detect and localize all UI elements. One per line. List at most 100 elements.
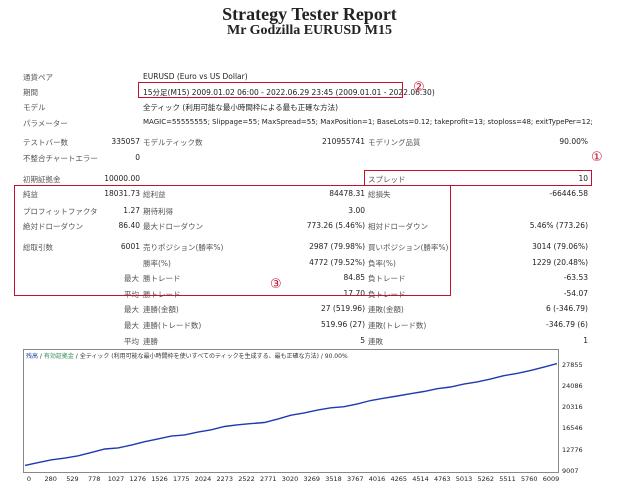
params-label: パラメーター — [23, 119, 68, 128]
win-rate-label: 勝率(%) — [143, 259, 171, 268]
max-dd-value: 773.26 (5.46%) — [306, 221, 365, 230]
avg-win-label: 勝トレード — [143, 290, 181, 299]
long-pos-label: 買いポジション(勝率%) — [368, 243, 449, 252]
model-label: モデル — [23, 103, 46, 112]
expected-payoff-value: 3.00 — [348, 206, 365, 215]
balance-chart-frame — [23, 349, 559, 473]
max-consec-profit-label: 連勝(トレード数) — [143, 321, 202, 330]
bars-label: テストバー数 — [23, 138, 68, 147]
gross-profit-value: 84478.31 — [329, 189, 365, 198]
chart-header: 残高 / 有効証拠金 / 全ティック (利用可能な最小時間枠を使いすべてのティッ… — [26, 351, 348, 360]
x-tick-label: 4763 — [433, 475, 451, 483]
marker-1: ① — [591, 150, 603, 165]
x-tick-label: 1775 — [172, 475, 190, 483]
gross-profit-label: 総利益 — [143, 190, 166, 199]
avg-win-value: 17.70 — [343, 289, 365, 298]
max-consec-loss-value: -346.79 (6) — [546, 320, 588, 329]
symbol-value: EURUSD (Euro vs US Dollar) — [143, 72, 248, 81]
total-trades-label: 総取引数 — [23, 243, 53, 252]
net-profit-label: 純益 — [23, 190, 38, 199]
mismatch-value: 0 — [135, 153, 140, 162]
period-label: 期間 — [23, 88, 38, 97]
avg-consec-losses-label: 連敗 — [368, 337, 383, 346]
spread-label: スプレッド — [368, 175, 406, 184]
marker-3: ③ — [270, 277, 282, 292]
short-pos-value: 2987 (79.98%) — [309, 242, 365, 251]
loss-rate-value: 1229 (20.48%) — [532, 258, 588, 267]
period-value: 15分足(M15) 2009.01.02 06:00 - 2022.06.29 … — [143, 88, 435, 97]
short-pos-label: 売りポジション(勝率%) — [143, 243, 224, 252]
chart-header-equity: 有効証拠金 — [43, 353, 74, 360]
net-profit-value: 18031.73 — [104, 189, 140, 198]
deposit-label: 初期証拠金 — [23, 175, 61, 184]
x-tick-label: 280 — [44, 475, 57, 483]
balance-chart — [24, 362, 558, 467]
gross-loss-value: -66446.58 — [549, 189, 589, 198]
report-subtitle: Mr Godzilla EURUSD M15 — [226, 23, 392, 38]
x-tick-label: 529 — [66, 475, 79, 483]
spread-highlight-box — [364, 170, 592, 186]
symbol-label: 通貨ペア — [23, 73, 53, 82]
x-tick-label: 0 — [26, 475, 32, 483]
profit-factor-label: プロフィットファクタ — [23, 207, 98, 216]
abs-dd-value: 86.40 — [118, 221, 140, 230]
y-tick-label: 9007 — [562, 467, 579, 475]
x-tick-label: 5760 — [520, 475, 538, 483]
max-consec-wins-value: 27 (519.96) — [320, 304, 365, 313]
largest-win-value: 84.85 — [343, 273, 365, 282]
rel-dd-label: 相対ドローダウン — [368, 222, 428, 231]
profit-factor-value: 1.27 — [123, 206, 140, 215]
x-tick-label: 4016 — [368, 475, 386, 483]
x-tick-label: 2273 — [216, 475, 234, 483]
quality-label: モデリング品質 — [368, 138, 421, 147]
gross-loss-label: 総損失 — [368, 190, 391, 199]
results-highlight-box — [14, 185, 451, 296]
x-tick-label: 3518 — [325, 475, 342, 483]
x-tick-label: 5511 — [499, 475, 516, 483]
max-dd-label: 最大ドローダウン — [143, 222, 203, 231]
x-tick-label: 2522 — [238, 475, 255, 483]
chart-header-rest: 全ティック (利用可能な最小時間枠を使いすべてのティックを生成する、最も正確な方… — [79, 353, 348, 360]
avg-loss-value: -54.07 — [563, 289, 588, 298]
x-tick-label: 5013 — [455, 475, 473, 483]
chart-header-balance: 残高 — [26, 353, 39, 360]
y-tick-label: 20316 — [562, 403, 583, 412]
max-consec-losses-value: 6 (-346.79) — [546, 304, 588, 313]
avg-consec-losses-value: 1 — [583, 336, 588, 345]
x-tick-label: 3767 — [346, 475, 364, 483]
x-tick-label: 1276 — [129, 475, 147, 483]
x-tick-label: 778 — [88, 475, 101, 483]
max-consec-wins-label: 連勝(金額) — [143, 305, 179, 314]
period-highlight-box — [138, 82, 403, 98]
max-consec-wins-prefix: 最大 — [124, 305, 139, 314]
x-tick-label: 4265 — [390, 475, 408, 483]
x-tick-label: 2771 — [259, 475, 277, 483]
mismatch-label: 不整合チャートエラー — [23, 154, 98, 163]
x-tick-label: 5262 — [477, 475, 495, 483]
chart-header-sep2: / — [73, 353, 80, 360]
long-pos-value: 3014 (79.06%) — [532, 242, 588, 251]
win-rate-value: 4772 (79.52%) — [309, 258, 365, 267]
x-tick-label: 6009 — [542, 475, 560, 483]
chart-header-sep1: / — [38, 353, 44, 360]
largest-loss-value: -63.53 — [563, 273, 588, 282]
largest-win-prefix: 最大 — [124, 274, 139, 283]
ticks-value: 210955741 — [322, 137, 365, 146]
y-tick-label: 16546 — [562, 424, 583, 433]
largest-win-label: 勝トレード — [143, 274, 181, 283]
x-tick-label: 1027 — [107, 475, 125, 483]
params-value: MAGIC=55555555; Slippage=55; MaxSpread=5… — [143, 118, 593, 126]
marker-2: ② — [413, 80, 425, 95]
expected-payoff-label: 期待利得 — [143, 207, 173, 216]
deposit-value: 10000.00 — [104, 174, 140, 183]
total-trades-value: 6001 — [120, 242, 140, 251]
x-tick-label: 3269 — [303, 475, 321, 483]
ticks-label: モデルティック数 — [143, 138, 203, 147]
max-consec-losses-label: 連敗(金額) — [368, 305, 404, 314]
avg-loss-label: 負トレード — [368, 290, 406, 299]
y-tick-label: 24086 — [562, 381, 583, 390]
max-consec-loss-label: 連敗(トレード数) — [368, 321, 427, 330]
x-tick-label: 4514 — [412, 475, 429, 483]
avg-consec-wins-value: 5 — [360, 336, 365, 345]
quality-value: 90.00% — [559, 137, 588, 146]
